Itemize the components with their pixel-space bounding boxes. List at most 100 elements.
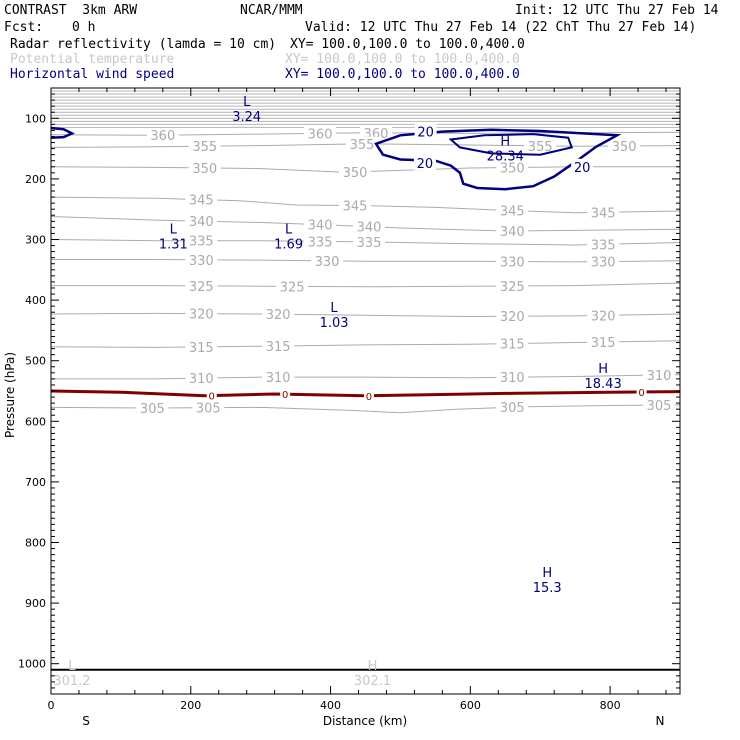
theta-label-bg xyxy=(188,139,221,154)
wind-contour-label: 20 xyxy=(574,161,591,176)
theta-contour-330 xyxy=(51,259,681,263)
theta-label: 320 xyxy=(189,308,214,323)
field-reflectivity-xy: XY= 100.0,100.0 to 100.0,400.0 xyxy=(290,37,525,52)
fcst-label: Fcst: xyxy=(4,20,44,35)
theta-label: 315 xyxy=(591,336,616,351)
theta-label: 315 xyxy=(500,338,525,353)
theta-label: 330 xyxy=(189,254,214,269)
theta-label-bg xyxy=(496,203,529,218)
y-tick-label: 400 xyxy=(25,294,46,307)
theta-label-bg xyxy=(496,223,529,238)
extremum-value: 302.1 xyxy=(354,674,391,689)
theta-label: 345 xyxy=(591,206,616,221)
theta-label: 340 xyxy=(308,219,333,234)
field-reflectivity-name: Radar reflectivity (lamda = 10 cm) xyxy=(10,37,277,52)
theta-label: 335 xyxy=(189,235,214,250)
theta-label: 350 xyxy=(500,162,525,177)
theta-label-bg xyxy=(524,138,557,153)
wind-label-bg xyxy=(414,123,437,139)
theta-label: 305 xyxy=(500,401,525,416)
theta-label: 360 xyxy=(150,129,175,144)
theta-contour-315 xyxy=(50,340,681,348)
reflectivity-label: 0 xyxy=(638,388,644,399)
theta-label: 305 xyxy=(140,402,165,417)
reflectivity-label: 0 xyxy=(366,392,372,403)
theta-label: 335 xyxy=(591,238,616,253)
theta-label-bg xyxy=(146,128,179,143)
theta-label: 350 xyxy=(612,140,637,155)
theta-label: 320 xyxy=(266,308,291,323)
fcst-value: 0 h xyxy=(72,20,96,35)
theta-contour-350 xyxy=(50,166,680,173)
reflectivity-label-bg xyxy=(636,385,647,398)
theta-label: 315 xyxy=(266,340,291,355)
y-tick-label: 700 xyxy=(25,476,46,489)
theta-label-bg xyxy=(276,279,309,294)
theta-label-bg xyxy=(185,339,218,354)
reflectivity-label-bg xyxy=(280,388,291,401)
theta-label-bg xyxy=(304,126,337,141)
theta-label-bg xyxy=(496,309,529,324)
theta-contour-305 xyxy=(50,404,681,414)
wind-contour-label: 20 xyxy=(417,126,434,141)
wind-label-bg xyxy=(413,155,436,171)
y-tick-label: 500 xyxy=(25,355,46,368)
theta-label-bg xyxy=(304,234,337,249)
y-tick-label: 1000 xyxy=(18,658,46,671)
theta-label-bg xyxy=(185,252,218,267)
theta-label-bg xyxy=(185,371,218,386)
theta-label-bg xyxy=(643,368,676,383)
x-end-label-right: N xyxy=(656,714,665,728)
extremum-kind: L xyxy=(285,222,293,237)
wind-contours: 20 20 20 xyxy=(50,123,622,191)
theta-label: 345 xyxy=(189,194,214,209)
extremum-value: 1.69 xyxy=(274,237,303,252)
extremum-value: 3.24 xyxy=(232,110,261,125)
x-tick-label: 600 xyxy=(460,699,481,712)
theta-label: 335 xyxy=(308,235,333,250)
field-wind-xy: XY= 100.0,100.0 to 100.0,400.0 xyxy=(285,67,520,82)
extremum-value: 1.31 xyxy=(159,237,188,252)
theta-label: 335 xyxy=(357,236,382,251)
theta-label: 325 xyxy=(500,280,525,295)
theta-label: 350 xyxy=(343,166,368,181)
extremum-value: 15.3 xyxy=(533,581,562,596)
theta-contour-310 xyxy=(51,374,681,380)
theta-label: 340 xyxy=(500,225,525,240)
theta-label: 355 xyxy=(350,138,375,153)
field-theta-xy: XY= 100.0,100.0 to 100.0,400.0 xyxy=(285,52,520,67)
x-tick-label: 200 xyxy=(180,699,201,712)
theta-label-bg xyxy=(496,370,529,385)
theta-label-bg xyxy=(359,125,392,140)
theta-label-bg xyxy=(587,254,620,269)
y-tick-label: 600 xyxy=(25,415,46,428)
extremum-kind: H xyxy=(500,135,510,150)
y-tick-label: 900 xyxy=(25,597,46,610)
theta-label: 310 xyxy=(647,369,672,384)
reflectivity-label: 0 xyxy=(282,390,288,401)
upper-theta-lines xyxy=(51,90,680,128)
x-tick-label: 800 xyxy=(600,699,621,712)
theta-label-bg xyxy=(262,338,295,353)
y-tick-label: 800 xyxy=(25,537,46,550)
theta-label-bg xyxy=(587,237,620,252)
extremum-value: 28.34 xyxy=(487,150,524,165)
theta-label-bg xyxy=(192,400,225,415)
x-tick-label: 0 xyxy=(48,699,55,712)
extremum-kind: L xyxy=(170,222,178,237)
theta-label: 340 xyxy=(189,215,214,230)
theta-label: 330 xyxy=(315,255,340,270)
extremum-value: 1.03 xyxy=(320,316,349,331)
reflectivity-contour: 0 0 0 0 xyxy=(50,385,681,403)
theta-label-bg xyxy=(608,138,641,153)
theta-label: 340 xyxy=(357,221,382,236)
x-tick-label: 400 xyxy=(320,699,341,712)
theta-label-bg xyxy=(643,398,676,413)
theta-label: 360 xyxy=(308,127,333,142)
theta-label-bg xyxy=(352,234,385,249)
theta-label: 305 xyxy=(647,399,672,414)
theta-label: 310 xyxy=(266,371,291,386)
theta-label: 350 xyxy=(192,162,217,177)
theta-label-bg xyxy=(339,198,372,213)
theta-label-bg xyxy=(188,160,221,175)
